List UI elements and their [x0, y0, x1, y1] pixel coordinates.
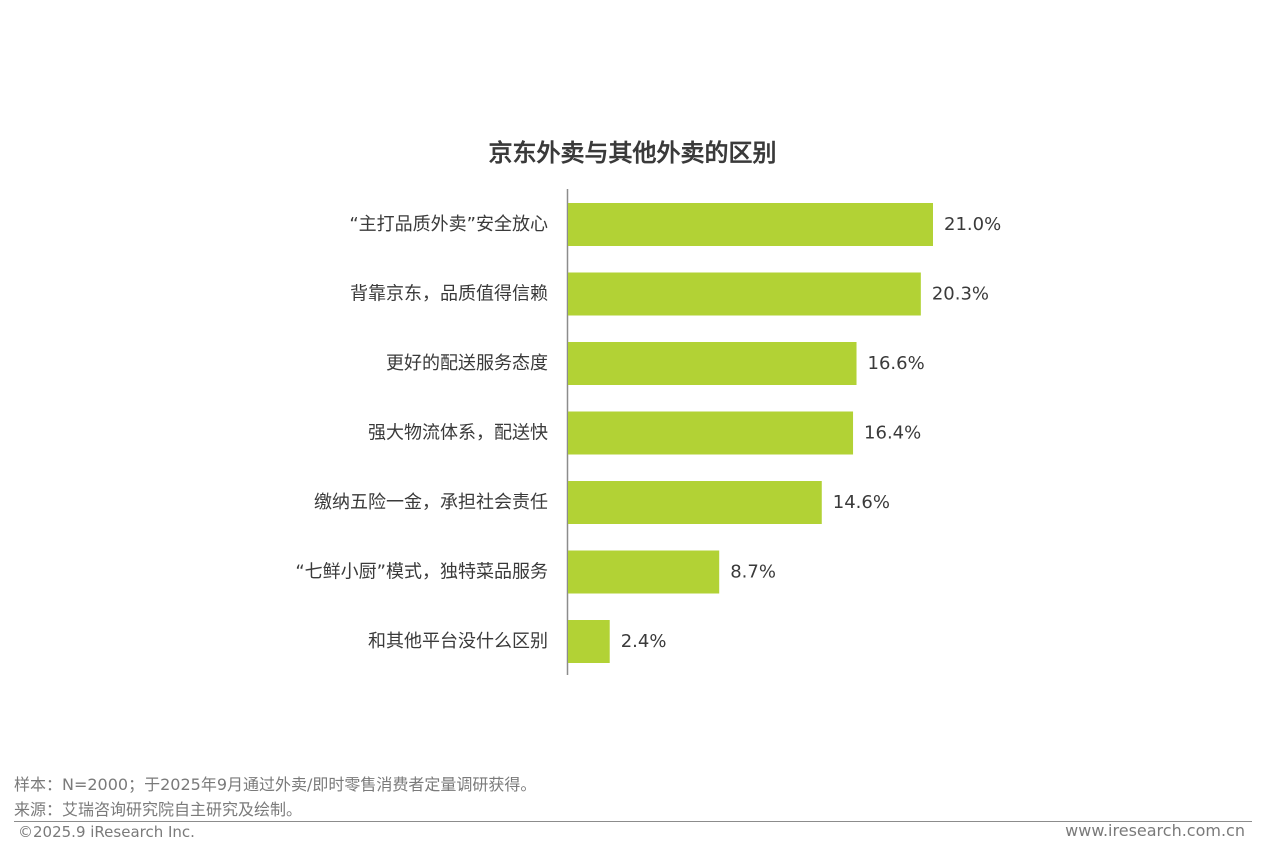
bar — [568, 481, 822, 524]
value-label: 21.0% — [944, 214, 1001, 235]
copyright-text: ©2025.9 iResearch Inc. — [18, 823, 195, 841]
chart-title: 京东外卖与其他外卖的区别 — [488, 139, 777, 167]
category-label: 更好的配送服务态度 — [386, 353, 548, 374]
sample-note: 样本：N=2000；于2025年9月通过外卖/即时零售消费者定量调研获得。 — [14, 775, 537, 794]
bar — [568, 342, 857, 385]
category-label: “主打品质外卖”安全放心 — [349, 214, 548, 235]
value-label: 16.4% — [864, 423, 921, 444]
website-link[interactable]: www.iresearch.com.cn — [1065, 821, 1245, 840]
category-label: 缴纳五险一金，承担社会责任 — [314, 492, 548, 513]
value-label: 20.3% — [932, 284, 989, 305]
bar — [568, 550, 720, 594]
bar — [568, 272, 921, 316]
category-label: 背靠京东，品质值得信赖 — [350, 284, 548, 305]
bar — [568, 620, 610, 663]
value-label: 14.6% — [833, 492, 890, 513]
category-label: 和其他平台没什么区别 — [368, 631, 548, 652]
footer-divider — [14, 821, 1252, 822]
value-label: 2.4% — [621, 631, 667, 652]
source-note: 来源：艾瑞咨询研究院自主研究及绘制。 — [14, 800, 303, 819]
category-label: 强大物流体系，配送快 — [368, 423, 548, 444]
value-label: 16.6% — [868, 353, 925, 374]
category-label: “七鲜小厨”模式，独特菜品服务 — [295, 562, 548, 583]
value-label: 8.7% — [730, 562, 776, 583]
bar — [568, 411, 854, 455]
bar — [568, 203, 933, 246]
